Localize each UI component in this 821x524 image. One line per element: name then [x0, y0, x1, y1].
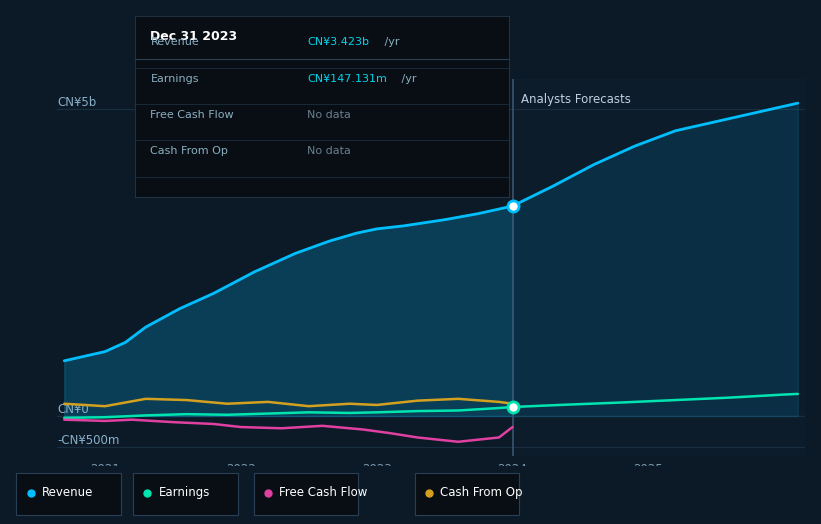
FancyBboxPatch shape: [254, 473, 358, 515]
Text: -CN¥500m: -CN¥500m: [57, 434, 120, 446]
Bar: [57, 79, 512, 456]
Text: Revenue: Revenue: [150, 37, 200, 47]
Text: No data: No data: [307, 110, 351, 119]
Text: CN¥3.423b: CN¥3.423b: [307, 37, 369, 47]
FancyBboxPatch shape: [415, 473, 519, 515]
Text: Free Cash Flow: Free Cash Flow: [279, 486, 368, 499]
Text: /yr: /yr: [381, 37, 400, 47]
Text: CN¥5b: CN¥5b: [57, 96, 97, 110]
Text: CN¥147.131m: CN¥147.131m: [307, 73, 388, 83]
Text: Analysts Forecasts: Analysts Forecasts: [521, 93, 631, 106]
FancyBboxPatch shape: [133, 473, 237, 515]
Text: Revenue: Revenue: [42, 486, 94, 499]
Text: CN¥0: CN¥0: [57, 403, 89, 416]
Text: /yr: /yr: [397, 73, 416, 83]
Text: Earnings: Earnings: [158, 486, 210, 499]
Text: Dec 31 2023: Dec 31 2023: [150, 30, 237, 43]
Text: Past: Past: [479, 93, 504, 106]
Bar: [512, 79, 805, 456]
Text: No data: No data: [307, 146, 351, 156]
Text: Earnings: Earnings: [150, 73, 199, 83]
Text: Free Cash Flow: Free Cash Flow: [150, 110, 234, 119]
FancyBboxPatch shape: [16, 473, 121, 515]
Text: Cash From Op: Cash From Op: [150, 146, 228, 156]
Text: Cash From Op: Cash From Op: [440, 486, 523, 499]
